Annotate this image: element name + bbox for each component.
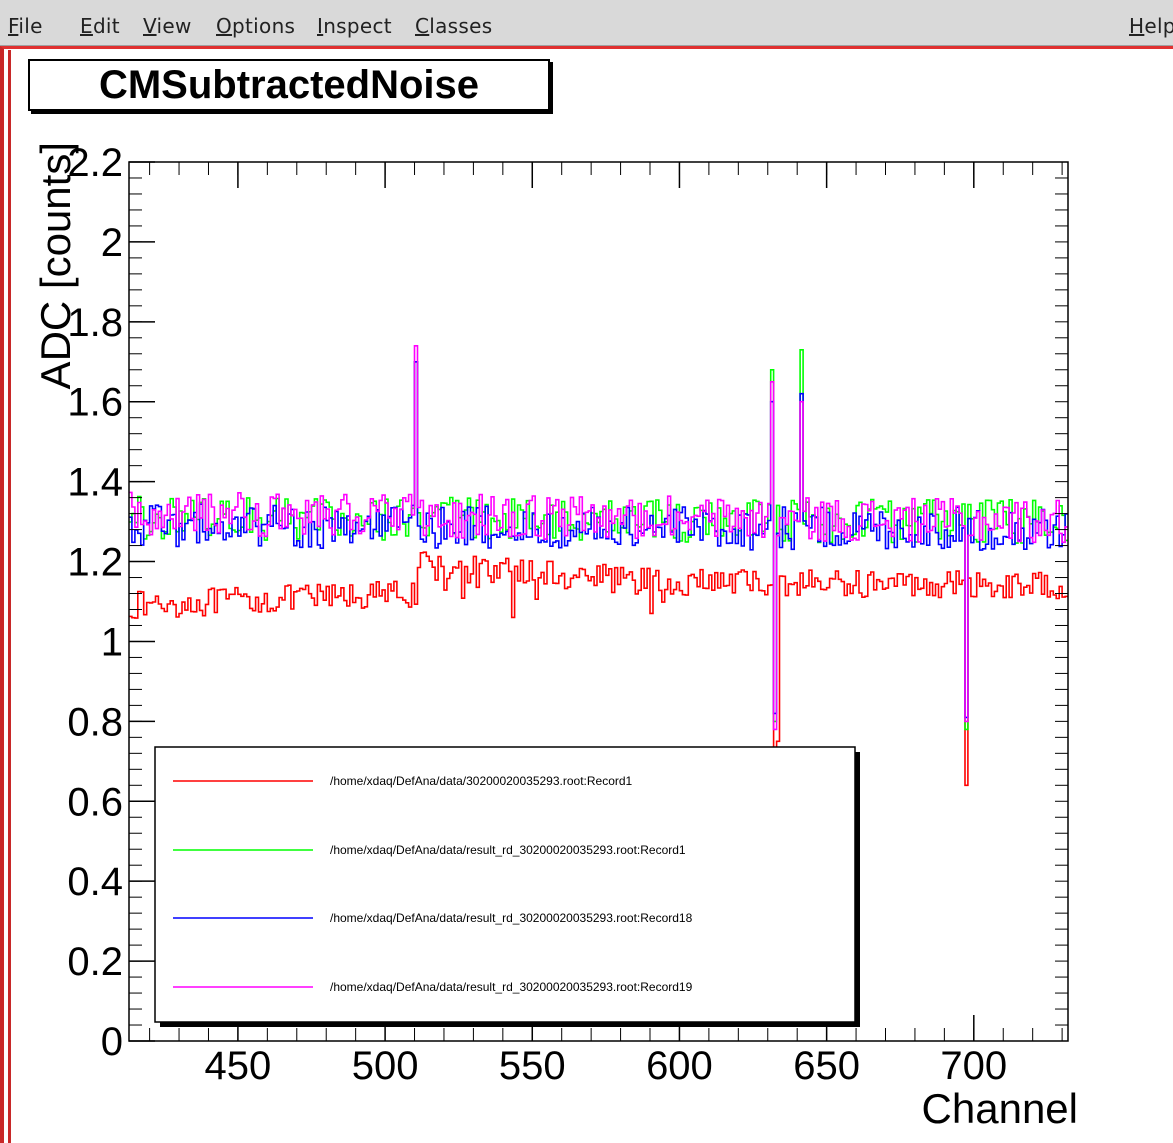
series-line-red — [129, 551, 1068, 787]
menu-classes[interactable]: Classes — [415, 14, 493, 38]
chart-title[interactable]: CMSubtractedNoise — [28, 59, 550, 111]
x-tick-label: 700 — [940, 1044, 1007, 1088]
x-tick-label: 450 — [205, 1044, 272, 1088]
y-tick-label: 2.2 — [67, 141, 123, 185]
plot-frame — [128, 161, 1069, 1042]
series-line-blue — [129, 361, 1068, 719]
x-tick-label: 650 — [793, 1044, 860, 1088]
y-tick-label: 2 — [101, 221, 123, 265]
y-tick-label: 0.4 — [67, 860, 123, 904]
legend[interactable]: /home/xdaq/DefAna/data/30200020035293.ro… — [154, 746, 860, 1027]
menu-view[interactable]: View — [143, 14, 192, 38]
legend-entry-label: /home/xdaq/DefAna/data/30200020035293.ro… — [330, 774, 633, 788]
legend-box[interactable] — [154, 746, 856, 1023]
legend-entry-label: /home/xdaq/DefAna/data/result_rd_3020002… — [330, 980, 693, 994]
y-tick-label: 1.2 — [67, 541, 123, 585]
y-axis-label: ADC [counts] — [32, 142, 79, 389]
menu-bar: File Edit View Options Inspect Classes H… — [0, 0, 1173, 46]
y-tick-label: 1.8 — [67, 301, 123, 345]
y-tick-label: 1.6 — [67, 381, 123, 425]
x-tick-label: 550 — [499, 1044, 566, 1088]
series-group — [129, 345, 1068, 787]
y-tick-label: 1.4 — [67, 461, 123, 505]
menu-options[interactable]: Options — [216, 14, 296, 38]
x-tick-label: 600 — [646, 1044, 713, 1088]
x-axis-label: Channel — [922, 1085, 1078, 1132]
legend-entry-label: /home/xdaq/DefAna/data/result_rd_3020002… — [330, 911, 693, 925]
y-tick-label: 0.6 — [67, 780, 123, 824]
menu-file[interactable]: File — [8, 14, 43, 38]
y-tick-label: 1 — [101, 620, 123, 664]
menu-inspect[interactable]: Inspect — [317, 14, 392, 38]
axes-group: 0 0.2 0.4 0.6 0.8 1 1.2 1.4 1.6 1.8 2 2.2 450 500 550 6… — [32, 141, 1078, 1132]
series-line-magenta — [129, 345, 1068, 731]
legend-entry-label: /home/xdaq/DefAna/data/result_rd_3020002… — [330, 843, 686, 857]
y-tick-label: 0.2 — [67, 940, 123, 984]
y-tick-label: 0 — [101, 1020, 123, 1064]
y-tick-label: 0.8 — [67, 700, 123, 744]
menu-help[interactable]: Help — [1129, 14, 1173, 38]
menu-edit[interactable]: Edit — [80, 14, 120, 38]
canvas-left-border — [8, 50, 11, 1143]
x-tick-label: 500 — [352, 1044, 419, 1088]
